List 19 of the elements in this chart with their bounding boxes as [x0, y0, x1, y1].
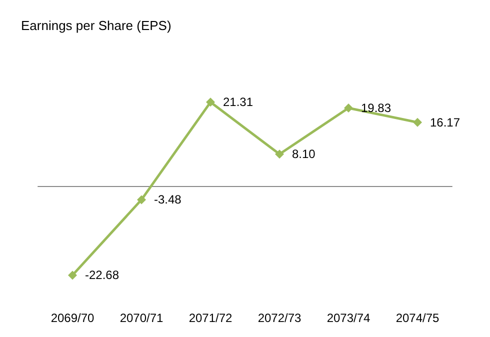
data-label: -22.68 [85, 268, 120, 282]
data-label: 16.17 [430, 115, 460, 130]
data-label: 21.31 [223, 95, 254, 110]
x-tick-label: 2074/75 [396, 311, 440, 325]
point [68, 270, 77, 280]
point [344, 104, 353, 112]
point [137, 195, 146, 204]
point [275, 150, 284, 159]
x-tick-label: 2073/74 [326, 311, 371, 325]
x-tick-label: 2069/70 [50, 311, 95, 325]
data-label: 8.10 [292, 147, 316, 162]
x-tick-label: 2070/71 [120, 311, 164, 325]
x-tick-label: 2071/72 [188, 311, 233, 325]
x-tick-label: 2072/73 [258, 311, 302, 325]
data-label: 19.83 [361, 101, 392, 115]
point [206, 98, 215, 107]
data-label: -3.48 [154, 192, 182, 207]
chart-title: Earnings per Share (EPS) [21, 18, 172, 33]
point [413, 118, 422, 127]
